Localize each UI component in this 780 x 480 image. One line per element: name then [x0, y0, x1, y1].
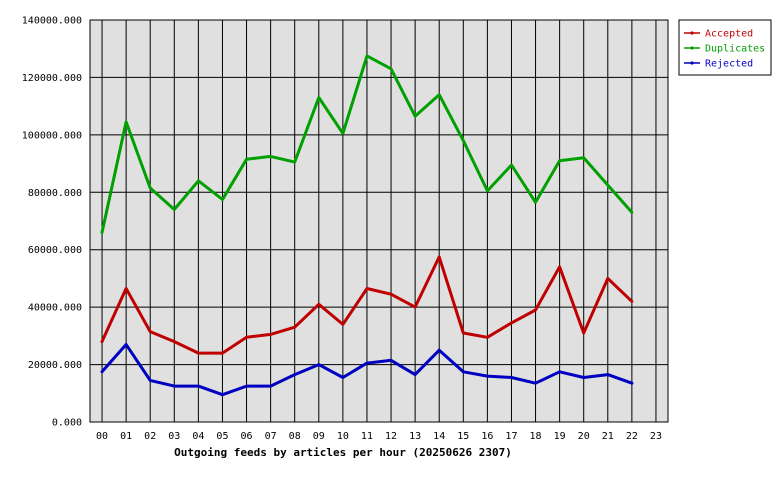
plot-frame — [89, 19, 669, 423]
x-tick-label: 14 — [433, 431, 445, 442]
x-tick-label: 20 — [578, 431, 590, 442]
x-tick-label: 02 — [144, 431, 156, 442]
x-tick-label: 08 — [289, 431, 301, 442]
x-tick-label: 11 — [361, 431, 373, 442]
x-tick-label: 21 — [602, 431, 614, 442]
x-tick-label: 01 — [120, 431, 132, 442]
series-lines — [100, 54, 634, 397]
y-tick-label: 100000.000 — [22, 130, 82, 141]
legend-marker-duplicates — [690, 46, 694, 50]
x-tick-label: 17 — [505, 431, 517, 442]
x-tick-label: 16 — [481, 431, 493, 442]
x-tick-label: 07 — [265, 431, 277, 442]
x-tick-label: 06 — [241, 431, 253, 442]
y-tick-label: 80000.000 — [28, 188, 82, 199]
x-tick-label: 00 — [96, 431, 108, 442]
y-tick-label: 60000.000 — [28, 245, 82, 256]
y-tick-label: 0.000 — [52, 418, 82, 429]
x-axis-ticks: 00 01 02 03 04 05 06 07 08 09 10 11 12 13 14 15 16 17 18 19… — [96, 431, 662, 442]
legend: Accepted Duplicates Rejected — [678, 19, 772, 76]
x-tick-label: 10 — [337, 431, 349, 442]
y-tick-label: 140000.000 — [22, 16, 82, 27]
legend-label-duplicates: Duplicates — [705, 44, 765, 55]
legend-marker-accepted — [690, 31, 694, 35]
plot-area — [90, 20, 668, 422]
legend-marker-rejected — [690, 61, 694, 65]
y-tick-label: 20000.000 — [28, 360, 82, 371]
y-tick-label: 40000.000 — [28, 303, 82, 314]
x-tick-label: 23 — [650, 431, 662, 442]
series-line-rejected — [100, 343, 634, 397]
x-tick-label: 13 — [409, 431, 421, 442]
x-axis-title: Outgoing feeds by articles per hour (202… — [174, 446, 512, 459]
x-tick-label: 18 — [530, 431, 542, 442]
y-tick-label: 120000.000 — [22, 73, 82, 84]
series-line-accepted — [100, 255, 634, 355]
x-tick-label: 05 — [216, 431, 228, 442]
legend-label-rejected: Rejected — [705, 59, 753, 70]
y-axis-ticks: 0.000 20000.000 40000.000 60000.000 80000.00… — [22, 16, 82, 429]
x-tick-label: 22 — [626, 431, 638, 442]
legend-label-accepted: Accepted — [705, 29, 753, 40]
x-tick-label: 19 — [554, 431, 566, 442]
x-tick-label: 03 — [168, 431, 180, 442]
x-tick-label: 04 — [192, 431, 204, 442]
series-line-duplicates — [100, 54, 634, 234]
x-tick-label: 15 — [457, 431, 469, 442]
x-tick-label: 12 — [385, 431, 397, 442]
x-tick-label: 09 — [313, 431, 325, 442]
